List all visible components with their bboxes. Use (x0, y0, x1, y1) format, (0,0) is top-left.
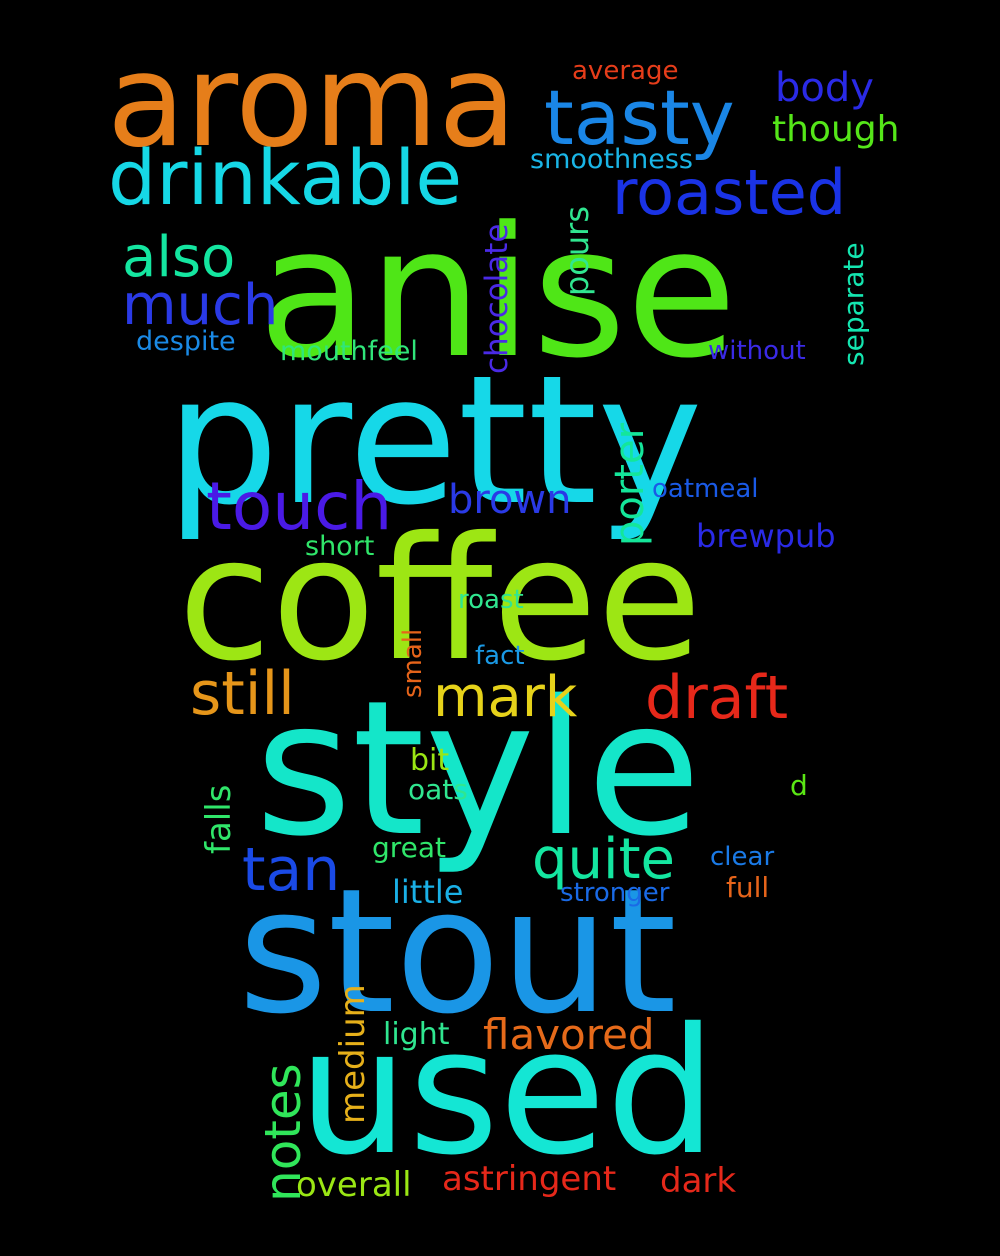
word-touch: touch (206, 468, 393, 545)
word-drinkable: drinkable (108, 133, 463, 222)
word-little: little (392, 873, 464, 911)
word-still: still (190, 659, 295, 729)
word-clear: clear (710, 842, 775, 872)
word-aroma: aroma (107, 27, 517, 176)
word-full: full (726, 871, 770, 904)
word-without: without (708, 336, 806, 366)
word-tan: tan (242, 835, 341, 905)
word-tasty: tasty (544, 73, 735, 162)
word-overall: overall (296, 1165, 412, 1205)
word-falls: falls (199, 784, 239, 854)
word-porter: porter (607, 422, 653, 546)
word-quite: quite (532, 827, 676, 892)
word-roast: roast (458, 585, 524, 615)
word-oatmeal: oatmeal (652, 474, 759, 504)
word-style: style (255, 660, 702, 877)
word-used: used (298, 991, 717, 1194)
word-draft: draft (645, 663, 789, 733)
word-medium: medium (333, 984, 373, 1124)
word-brewpub: brewpub (696, 517, 836, 555)
word-though: though (772, 109, 900, 150)
word-also: also (122, 225, 236, 290)
word-mouthfeel: mouthfeel (280, 336, 418, 367)
word-coffee: coffee (178, 501, 702, 699)
word-despite: despite (136, 326, 236, 357)
word-oats: oats (408, 773, 468, 806)
word-chocolate: chocolate (479, 223, 515, 374)
word-smoothness: smoothness (530, 144, 693, 175)
word-astringent: astringent (442, 1159, 617, 1199)
word-brown: brown (448, 477, 572, 523)
word-anise: anise (258, 189, 737, 398)
word-short: short (305, 531, 375, 562)
word-dark: dark (660, 1161, 737, 1201)
word-stronger: stronger (560, 878, 670, 908)
word-flavored: flavored (483, 1010, 655, 1059)
word-great: great (372, 831, 447, 864)
word-light: light (383, 1017, 450, 1052)
word-much: much (122, 273, 279, 338)
word-pours: pours (558, 206, 596, 296)
word-d: d (790, 769, 808, 802)
word-small: small (398, 628, 428, 698)
word-bit: bit (410, 743, 450, 778)
word-stout: stout (238, 851, 677, 1052)
word-pretty: pretty (166, 337, 703, 544)
word-mark: mark (433, 665, 578, 730)
word-roasted: roasted (612, 156, 847, 229)
word-body: body (775, 65, 874, 111)
word-fact: fact (475, 641, 525, 671)
word-separate: separate (837, 242, 870, 366)
word-average: average (572, 56, 679, 86)
